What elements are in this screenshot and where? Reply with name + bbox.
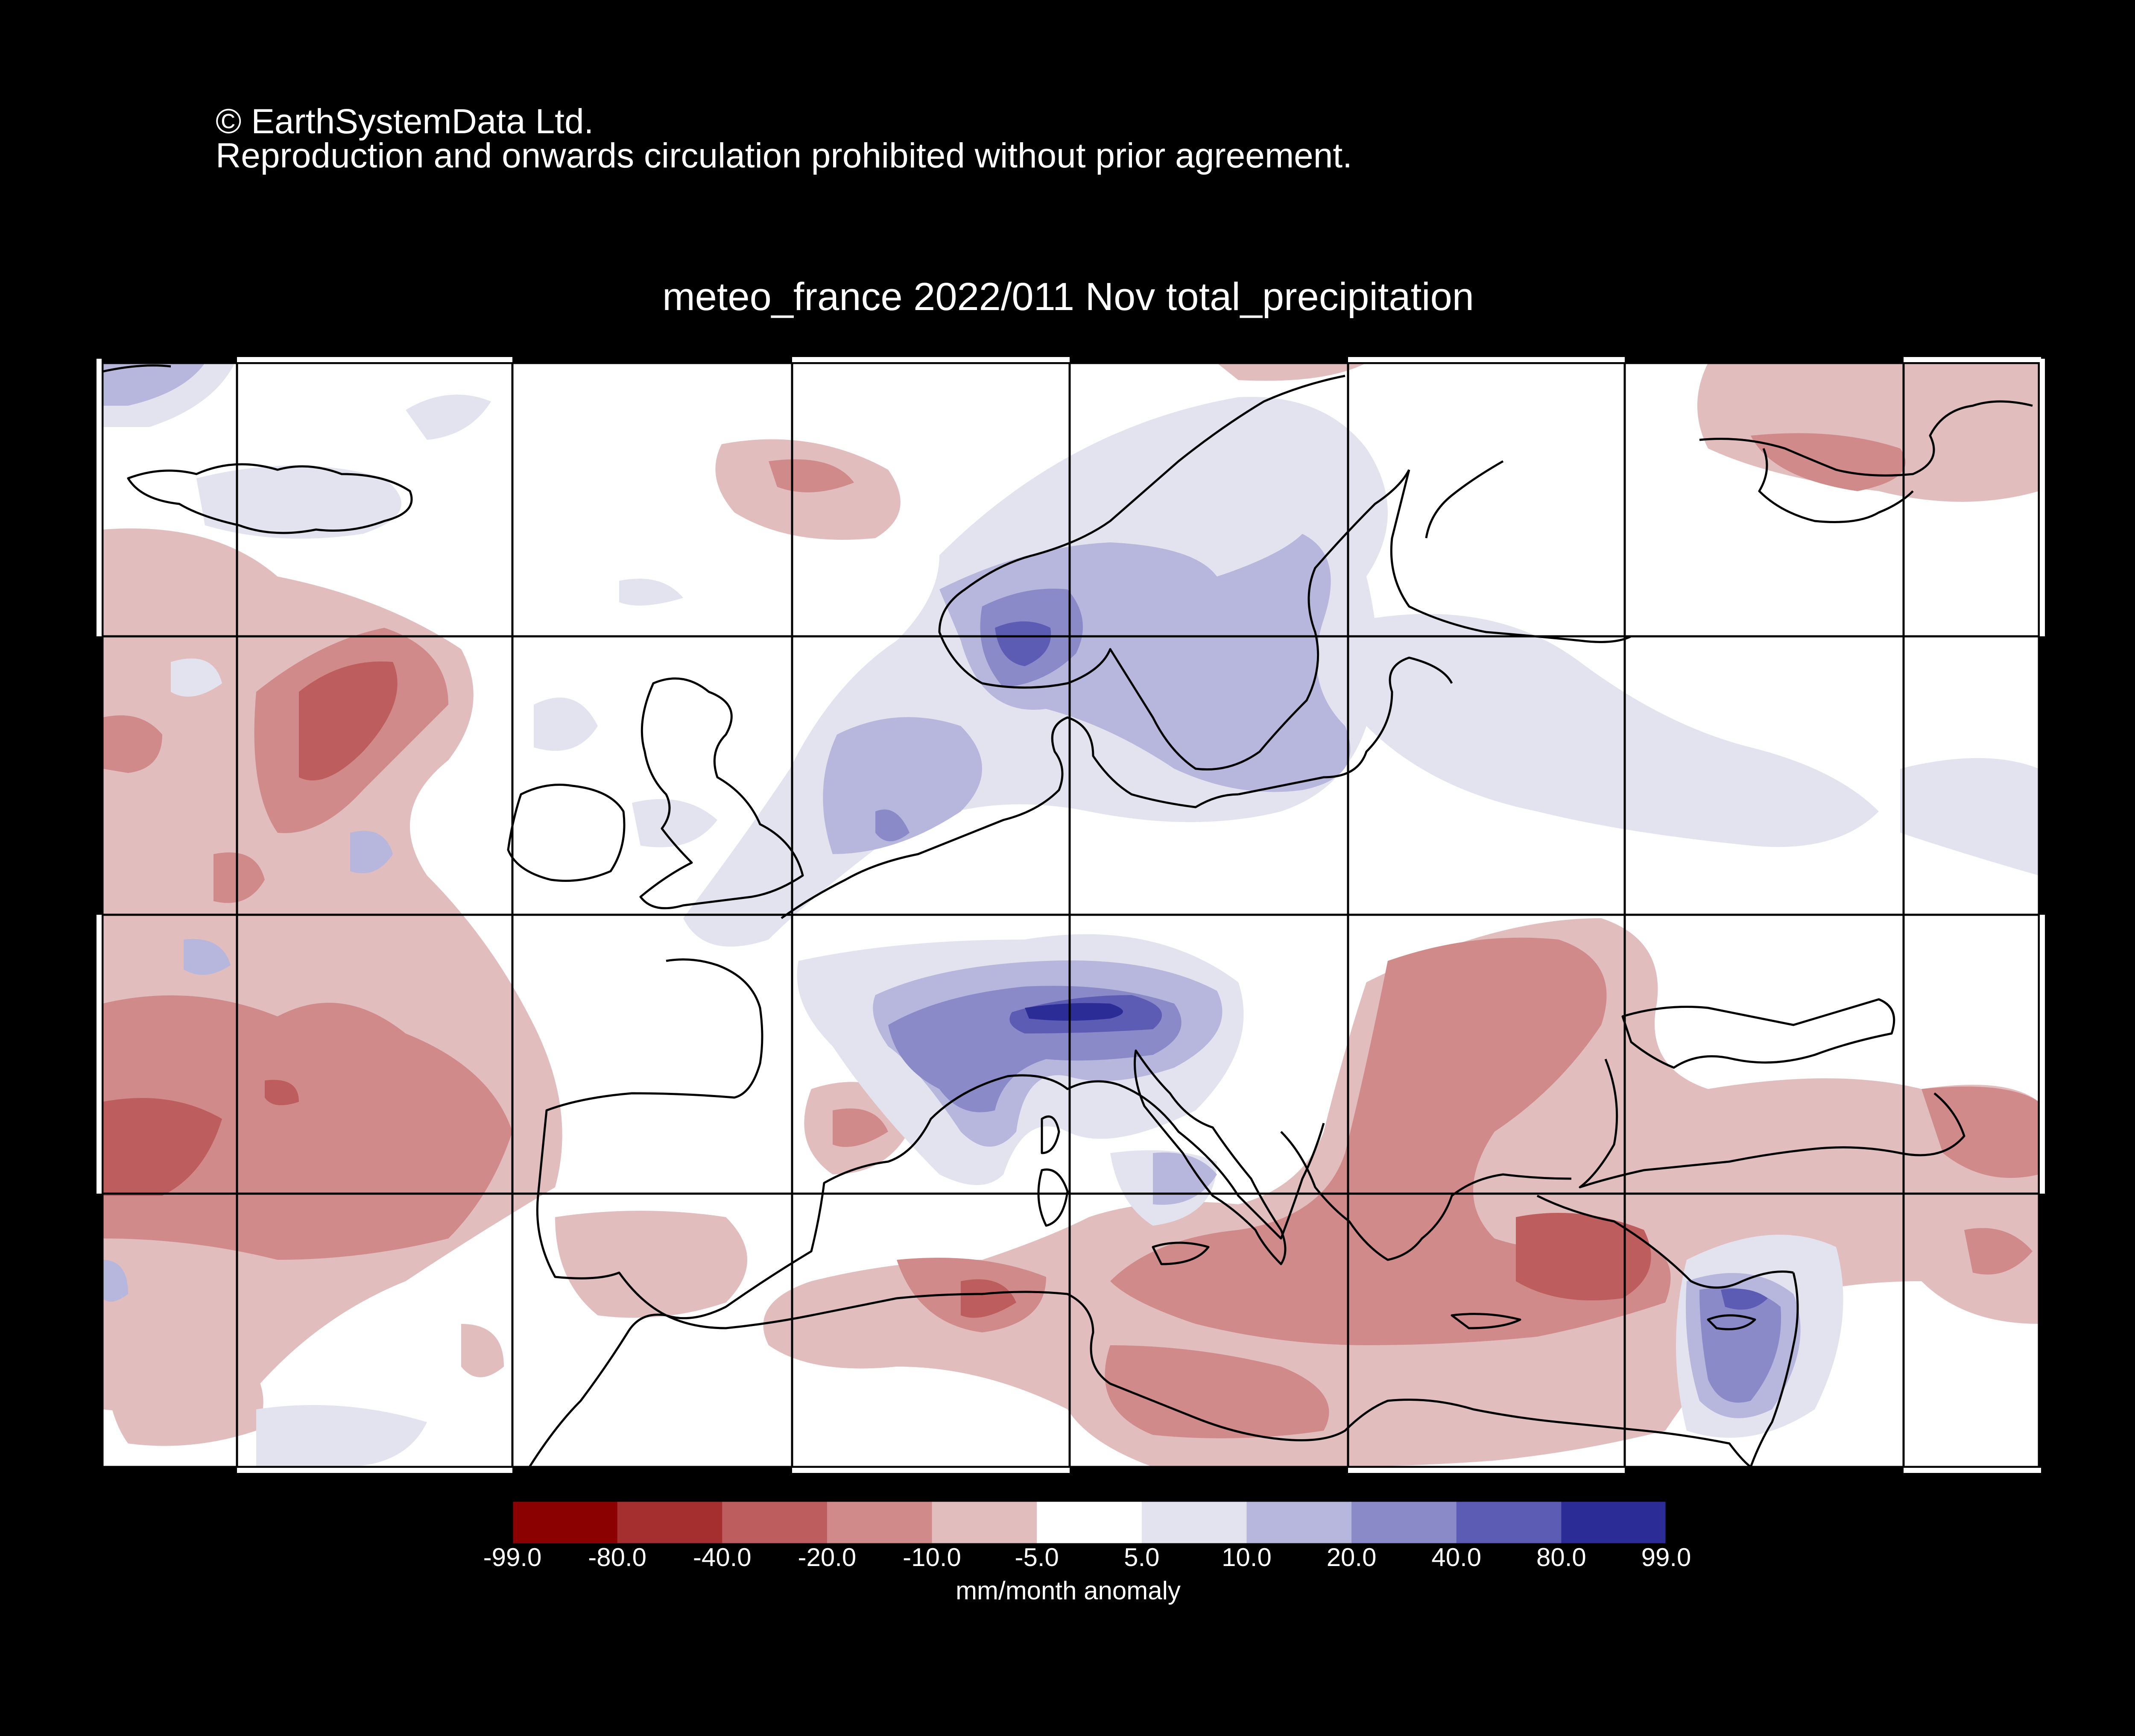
colorbar-swatch: [1561, 1501, 1667, 1544]
colorbar-swatch: [1246, 1501, 1352, 1544]
coastline-sea-of-azov: [1621, 998, 1895, 1069]
coastline-ireland: [507, 784, 626, 882]
graticule: [101, 362, 2040, 1468]
colorbar-tick-label: -80.0: [588, 1543, 647, 1572]
map-frame-ticks: [97, 357, 2045, 1473]
coastline-corsica: [1041, 1115, 1060, 1154]
coastline-north-sea: [781, 716, 1239, 919]
colorbar-tick-label: 99.0: [1641, 1543, 1691, 1572]
map-frame: [101, 362, 2040, 1468]
coastline-baltic-south: [1238, 656, 1453, 796]
colorbar-swatch: [932, 1501, 1037, 1544]
coastline-arctic-russia: [1758, 448, 1914, 523]
coastline-black-sea: [1579, 1059, 1965, 1189]
coastline-crete: [1451, 1313, 1521, 1329]
coastline-italy: [1134, 1049, 1287, 1265]
colorbar-tick-label: -40.0: [693, 1543, 752, 1572]
copyright-notice: © EarthSystemData Ltd. Reproduction and …: [216, 102, 1352, 175]
coastline-sicily: [1152, 1241, 1210, 1265]
anomaly-band-minus-20: [102, 661, 1651, 1318]
colorbar-swatch: [512, 1501, 618, 1544]
coastline-white-sea: [1425, 460, 1504, 539]
colorbar-outline: [512, 1500, 1667, 1545]
copyright-line-2: Reproduction and onwards circulation pro…: [216, 136, 1352, 175]
coastline-cyprus: [1707, 1314, 1756, 1330]
colorbar-tick-label: -5.0: [1015, 1543, 1059, 1572]
colorbar-swatch: [617, 1501, 722, 1544]
colorbar-swatch: [1037, 1501, 1142, 1544]
colorbar-tick-label: -10.0: [903, 1543, 961, 1572]
coastlines: [102, 364, 2033, 1467]
colorbar-swatch: [827, 1501, 933, 1544]
colorbar-tick-label: -99.0: [483, 1543, 542, 1572]
coastline-iceland: [127, 463, 413, 534]
colorbar-swatch: [1456, 1501, 1562, 1544]
colorbar-tick-label: 20.0: [1326, 1543, 1377, 1572]
colorbar-tick-label: -20.0: [798, 1543, 857, 1572]
coastline-north-africa: [528, 1291, 1752, 1467]
colorbar-tick-label: 5.0: [1124, 1543, 1160, 1572]
coastline-great-britain: [639, 677, 804, 910]
colorbar-swatch: [1141, 1501, 1247, 1544]
colorbar: [512, 1500, 1667, 1545]
coastline-sardinia: [1037, 1168, 1069, 1227]
colorbar-tick-label: 40.0: [1431, 1543, 1482, 1572]
coastline-balkans: [1280, 1131, 1572, 1261]
map-title: meteo_france 2022/011 Nov total_precipit…: [662, 275, 1474, 319]
colorbar-swatch: [722, 1501, 828, 1544]
colorbar-units-label: mm/month anomaly: [956, 1576, 1181, 1605]
colorbar-tick-label: 10.0: [1222, 1543, 1272, 1572]
colorbar-tick-label: 80.0: [1536, 1543, 1586, 1572]
coastline-levant: [1749, 1272, 1799, 1467]
anomaly-band-plus-80: [1025, 1003, 1123, 1021]
coastline-sweden: [982, 469, 1410, 771]
coastline-finland: [1390, 469, 1632, 643]
coastline-greenland: [102, 364, 171, 373]
coastline-norway: [938, 375, 1345, 685]
coastline-turkey: [1536, 1194, 1794, 1289]
colorbar-swatch: [1351, 1501, 1457, 1544]
coastline-western-europe: [536, 958, 1325, 1320]
copyright-line-1: © EarthSystemData Ltd.: [216, 102, 594, 141]
